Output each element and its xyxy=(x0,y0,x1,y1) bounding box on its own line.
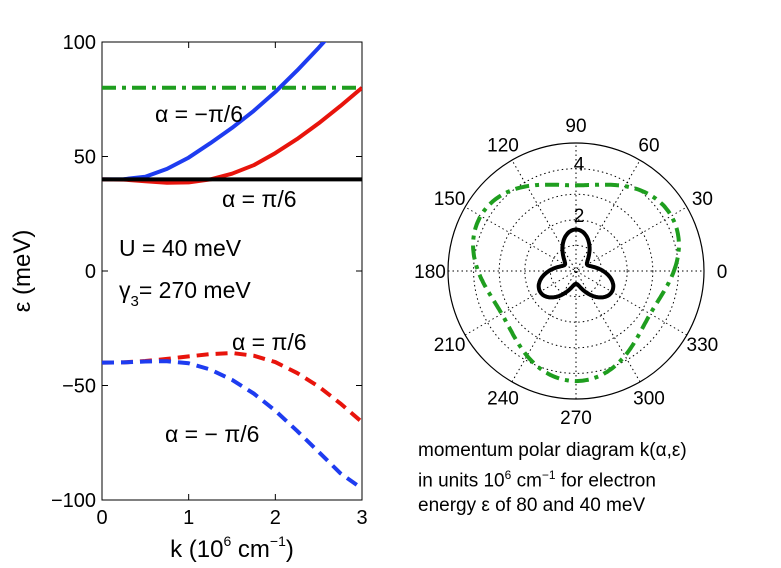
x-tick-label: 1 xyxy=(183,507,194,529)
x-tick-label: 3 xyxy=(356,507,367,529)
x-tick-label: 2 xyxy=(270,507,281,529)
caption-line-2-post: for electron xyxy=(555,470,656,492)
polar-angle-label: 240 xyxy=(487,388,519,409)
caption-line-2: in units 106 cm−1 for electron xyxy=(418,463,768,493)
polar-angle-label: 0 xyxy=(717,262,728,283)
polar-ring xyxy=(549,244,603,298)
polar-angle-label: 150 xyxy=(434,189,466,210)
polar-angle-label: 60 xyxy=(638,136,659,157)
caption-line-2-exp: 6 xyxy=(504,468,512,482)
series-line-5 xyxy=(102,359,362,491)
y-tick-label: 0 xyxy=(85,261,96,283)
annotation-gamma-rest: = 270 meV xyxy=(139,277,252,303)
y-tick-label: 50 xyxy=(74,147,96,169)
series-group xyxy=(102,42,362,491)
y-tick-label: −100 xyxy=(51,490,96,512)
polar-grid: 24 xyxy=(447,142,705,400)
polar-radial-label: 2 xyxy=(574,206,585,227)
annotation-u: U = 40 meV xyxy=(119,235,242,261)
dispersion-chart: 0 1 2 3 100 50 0 −50 −100 ε (meV) k (106 cm−1) α… xyxy=(9,32,368,563)
polar-ring xyxy=(498,193,654,349)
polar-ring xyxy=(473,168,679,374)
polar-angle-label: 90 xyxy=(565,116,586,137)
x-axis-label-unit-exp: −1 xyxy=(270,533,286,549)
y-tick-label: 100 xyxy=(63,32,96,54)
x-tick-label: 0 xyxy=(96,507,107,529)
caption-line-1: momentum polar diagram k(α,ε) xyxy=(418,440,687,461)
y-tick-label: −50 xyxy=(62,376,96,398)
caption-line-2-exp2: −1 xyxy=(541,468,556,482)
annotation-alpha-minus-valence: α = − π/6 xyxy=(165,421,259,447)
annotation-gamma-symbol: γ xyxy=(119,277,131,303)
polar-curve-40mev xyxy=(536,227,616,300)
polar-angle-label: 210 xyxy=(434,335,466,356)
polar-angle-label: 120 xyxy=(487,136,519,157)
polar-angle-label: 330 xyxy=(687,335,719,356)
polar-caption: momentum polar diagram k(α,ε) in units 1… xyxy=(418,438,768,518)
x-axis-label: k (106 cm−1) xyxy=(170,533,294,563)
polar-series-group xyxy=(471,182,681,384)
series-line-1 xyxy=(102,42,327,182)
x-axis-label-main: k (10 xyxy=(170,536,223,563)
polar-outer-circle xyxy=(447,142,705,400)
polar-curve-80mev xyxy=(471,182,681,384)
polar-angle-labels: 0 30 60 90 120 150 180 210 240 270 300 330 xyxy=(414,116,727,429)
caption-line-3: energy ε of 80 and 40 meV xyxy=(418,495,646,517)
annotation-gamma-sub: 3 xyxy=(131,293,139,310)
annotation-alpha-plus-valence: α = π/6 xyxy=(232,329,307,355)
polar-radial-label: 4 xyxy=(574,155,585,176)
annotation-alpha-plus-conduction: α = π/6 xyxy=(222,186,297,212)
x-axis-label-unit: cm xyxy=(231,536,270,563)
annotation-alpha-minus-conduction: α = −π/6 xyxy=(155,101,243,127)
axis-ticks: 0 1 2 3 100 50 0 −50 −100 xyxy=(51,32,368,529)
polar-angle-label: 300 xyxy=(633,388,665,409)
caption-line-2-mid: cm xyxy=(511,470,542,492)
annotation-gamma: γ3= 270 meV xyxy=(119,277,251,310)
x-axis-label-close: ) xyxy=(286,536,294,563)
polar-angle-label: 180 xyxy=(414,262,446,283)
polar-angle-label: 30 xyxy=(692,189,713,210)
caption-line-2-pre: in units 10 xyxy=(418,470,505,492)
x-axis-label-exp: 6 xyxy=(223,533,231,549)
y-axis-label: ε (meV) xyxy=(9,230,36,313)
polar-angle-label: 270 xyxy=(560,408,592,429)
plot-area xyxy=(101,41,363,501)
polar-ring xyxy=(524,219,628,323)
